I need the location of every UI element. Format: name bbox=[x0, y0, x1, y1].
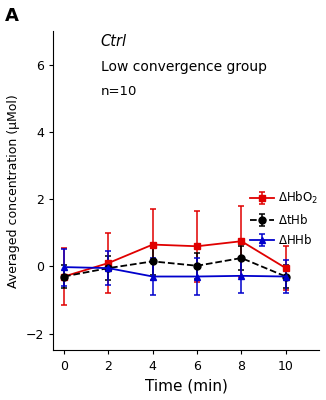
Text: Ctrl: Ctrl bbox=[101, 34, 127, 49]
Text: A: A bbox=[5, 7, 19, 25]
Legend: $\Delta$HbO$_2$, $\Delta$tHb, $\Delta$HHb: $\Delta$HbO$_2$, $\Delta$tHb, $\Delta$HH… bbox=[250, 190, 319, 247]
Y-axis label: Averaged concentration (μMol): Averaged concentration (μMol) bbox=[7, 94, 20, 288]
Text: n=10: n=10 bbox=[101, 85, 137, 98]
X-axis label: Time (min): Time (min) bbox=[144, 378, 228, 393]
Text: Low convergence group: Low convergence group bbox=[101, 60, 267, 74]
